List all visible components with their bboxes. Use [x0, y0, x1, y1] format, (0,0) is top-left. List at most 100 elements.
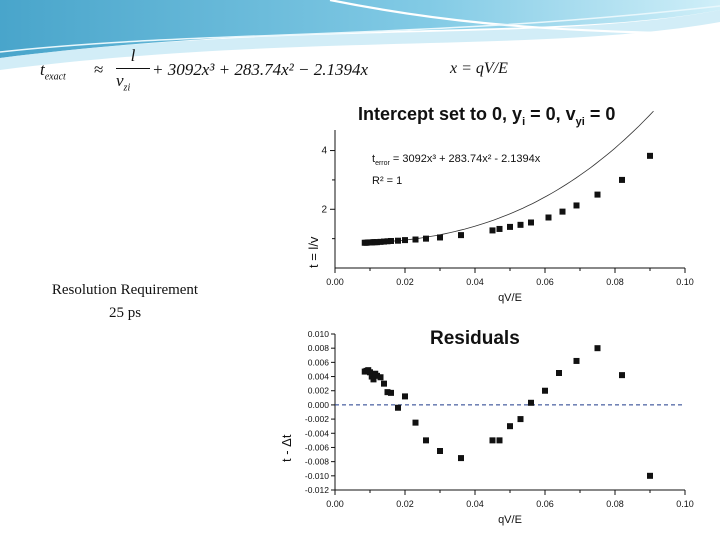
data-point: [437, 448, 443, 454]
data-point: [372, 370, 379, 377]
data-point: [507, 423, 513, 430]
chart1-y-axis-label: t = l/v: [306, 236, 321, 268]
y-tick-label: 0.006: [308, 357, 330, 367]
data-point: [384, 238, 391, 245]
data-point: [496, 225, 503, 232]
y-tick-label: -0.008: [305, 457, 329, 467]
y-tick-label: -0.002: [305, 414, 329, 424]
data-point: [374, 239, 380, 246]
data-point: [594, 345, 601, 352]
y-tick-label: 0.004: [308, 372, 330, 382]
x-tick-label: 0.02: [396, 499, 414, 509]
data-point: [423, 235, 429, 242]
chart1-x-axis-label: qV/E: [498, 292, 522, 304]
approx-symbol: ≈: [94, 60, 104, 79]
x-tick-label: 0.04: [466, 277, 484, 287]
data-point: [377, 374, 384, 381]
fraction-bar: [116, 68, 150, 69]
data-point: [370, 239, 377, 246]
x-tick-label: 0.06: [536, 499, 554, 509]
y-tick-label: -0.004: [305, 428, 329, 438]
fraction-numerator: l: [130, 46, 136, 65]
data-point: [423, 437, 429, 444]
chart1-annotation-equation: terror = 3092x³ + 283.74x² - 2.1394x: [372, 153, 541, 167]
y-tick-label: 2: [321, 204, 327, 215]
y-tick-label: 0.008: [308, 343, 330, 353]
data-point: [368, 239, 375, 246]
data-point: [556, 370, 562, 376]
x-tick-label: 0.10: [676, 277, 694, 287]
data-point: [402, 237, 408, 244]
data-point: [374, 372, 380, 379]
data-point: [528, 399, 534, 406]
y-tick-label: -0.012: [305, 485, 329, 495]
y-tick-label: 0.002: [308, 386, 330, 396]
data-point: [528, 219, 534, 226]
x-definition: x = qV/E: [450, 60, 508, 77]
data-point: [489, 437, 496, 444]
data-point: [517, 416, 524, 423]
data-point: [496, 437, 503, 444]
y-tick-label: 4: [321, 146, 327, 157]
x-tick-label: 0.02: [396, 277, 414, 287]
y-tick-label: -0.010: [305, 471, 329, 481]
data-point: [361, 239, 368, 246]
formula-lhs: texact: [40, 60, 66, 83]
data-point: [368, 373, 375, 380]
chart2-title: Residuals: [430, 328, 520, 349]
y-tick-label: 0.010: [308, 329, 330, 339]
data-point: [545, 214, 552, 221]
x-tick-label: 0.06: [536, 277, 554, 287]
data-point: [517, 221, 524, 228]
data-point: [363, 239, 370, 246]
data-point: [363, 367, 370, 374]
x-tick-label: 0.00: [326, 499, 344, 509]
data-point: [573, 357, 580, 364]
data-point: [365, 239, 372, 246]
data-point: [647, 152, 653, 159]
data-point: [594, 191, 601, 198]
x-tick-label: 0.08: [606, 277, 624, 287]
data-point: [381, 380, 387, 387]
formula-terms: + 3092x³ + 283.74x² − 2.1394x: [152, 60, 368, 79]
data-point: [619, 372, 625, 379]
data-point: [367, 239, 373, 246]
resolution-value: 25 ps: [108, 305, 142, 321]
data-point: [388, 237, 394, 244]
fraction-denominator: vzi: [116, 71, 131, 94]
resolution-label: Resolution Requirement: [51, 282, 199, 298]
fit-curve: [362, 110, 654, 244]
y-tick-label: -0.006: [305, 442, 329, 452]
y-tick-label: 0.000: [308, 400, 330, 410]
data-point: [377, 238, 384, 245]
data-point: [388, 389, 394, 396]
x-tick-label: 0.04: [466, 499, 484, 509]
timing-formula: texact ≈ l vzi + 3092x³ + 283.74x² − 2.1…: [40, 44, 420, 94]
data-point: [458, 455, 464, 462]
data-point: [395, 237, 401, 244]
data-point: [647, 472, 653, 479]
data-point: [367, 369, 373, 376]
data-point: [365, 367, 372, 374]
data-point: [619, 176, 625, 183]
data-point: [370, 376, 377, 383]
data-point: [437, 234, 443, 241]
data-point: [384, 389, 391, 396]
data-point: [489, 227, 496, 234]
chart1-annotation-r2: R² = 1: [372, 175, 402, 187]
data-point: [542, 387, 548, 394]
data-point: [507, 223, 513, 230]
x-tick-label: 0.10: [676, 499, 694, 509]
chart1-title: Intercept set to 0, yi = 0, vyi = 0: [358, 104, 615, 128]
data-point: [412, 419, 419, 426]
data-point: [402, 393, 408, 400]
data-point: [412, 236, 419, 243]
header-banner: [0, 0, 720, 70]
data-point: [395, 404, 401, 411]
data-point: [559, 208, 566, 215]
chart2-y-axis-label: t - Δt: [279, 434, 294, 462]
data-point: [372, 239, 379, 246]
data-point: [573, 202, 580, 209]
chart2-x-axis-label: qV/E: [498, 514, 522, 526]
